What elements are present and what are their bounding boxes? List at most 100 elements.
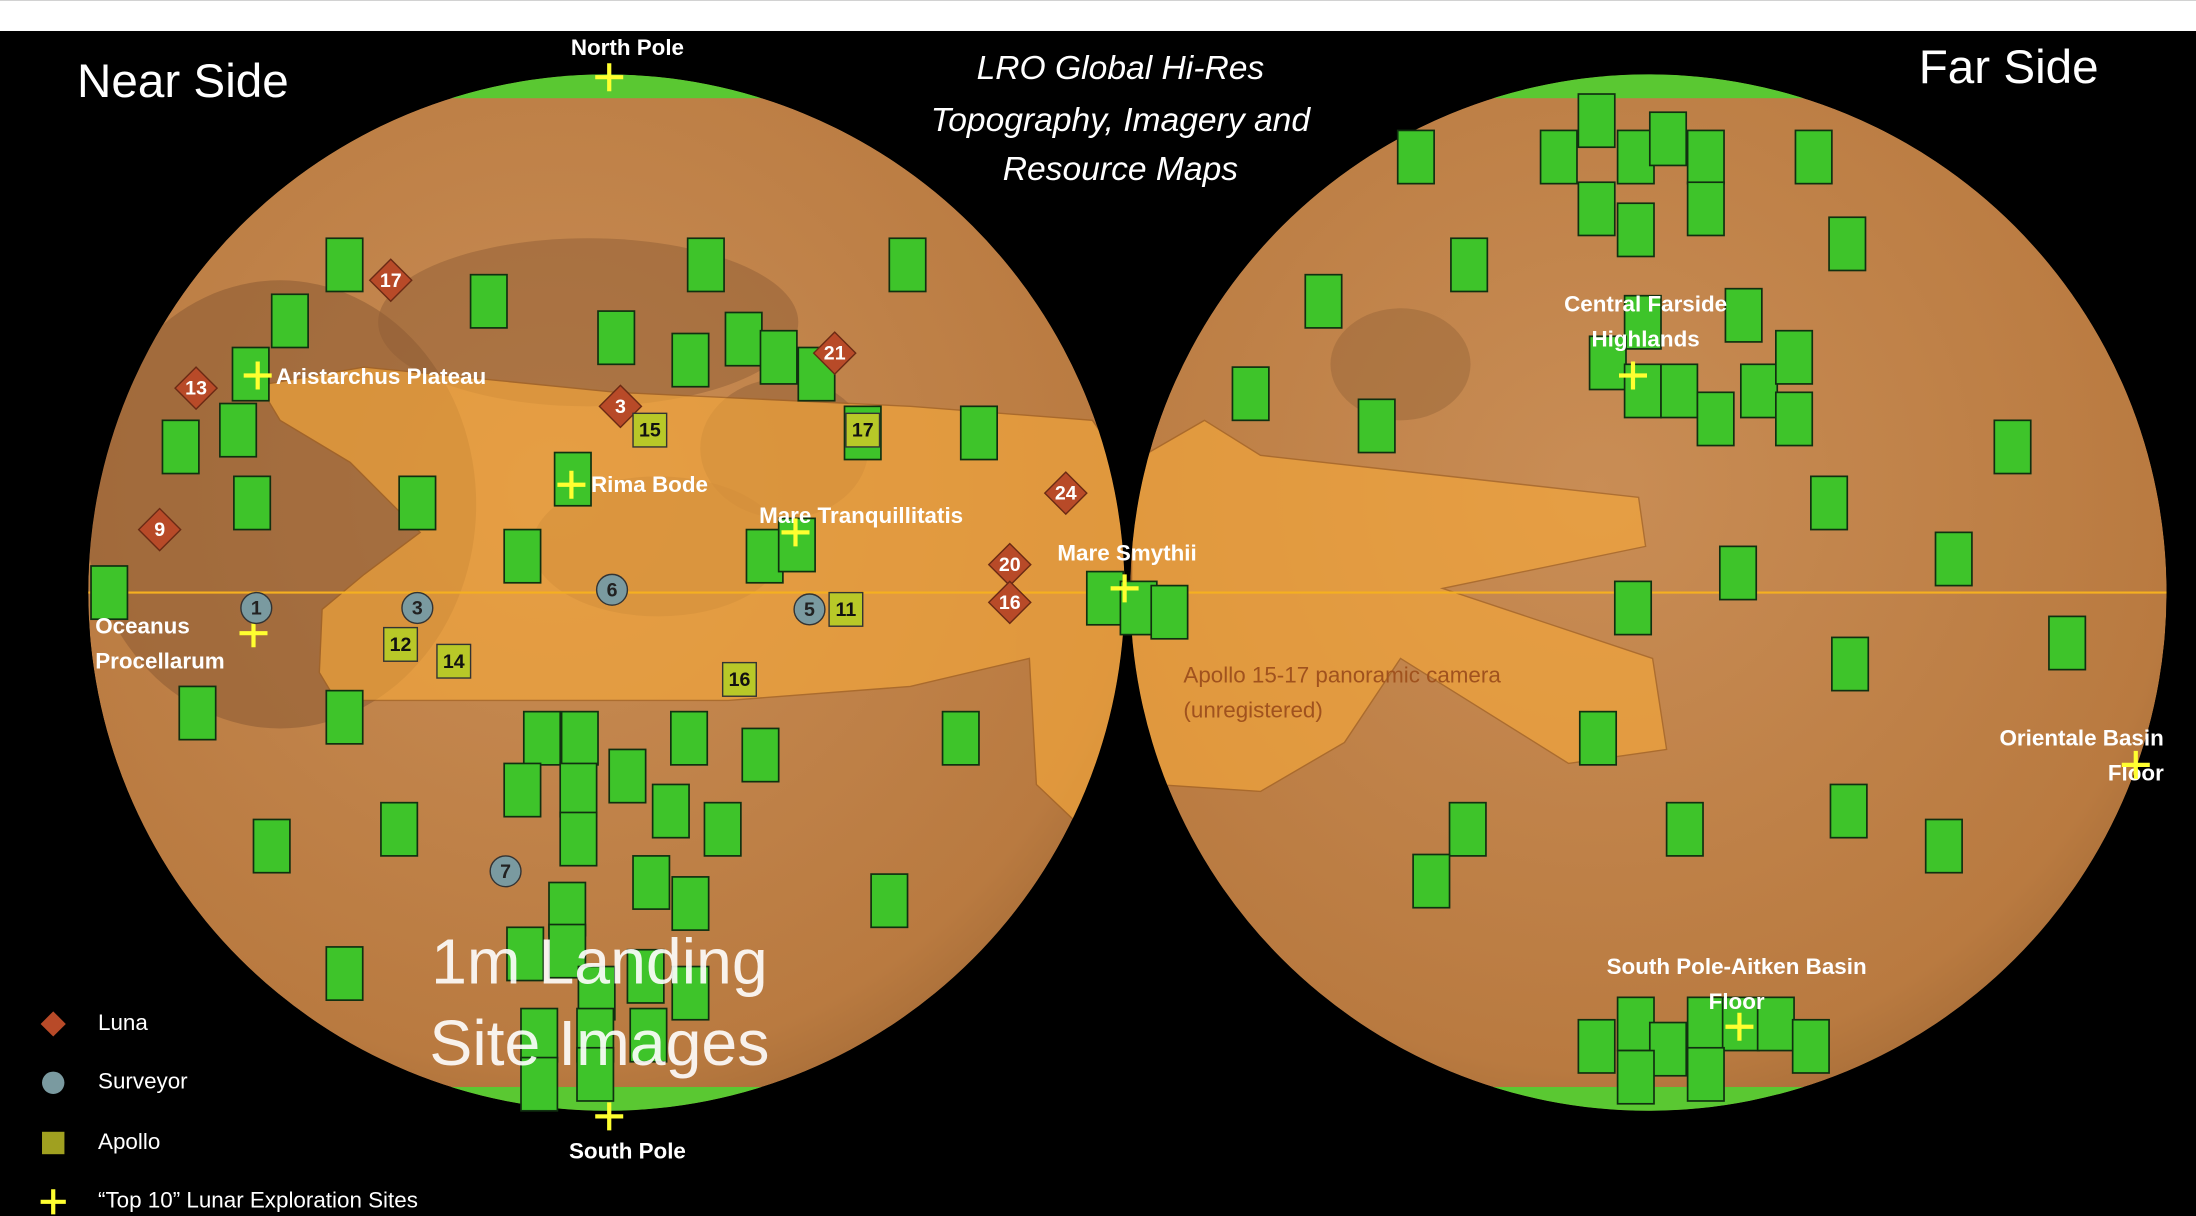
- footprint: [1696, 391, 1735, 447]
- luna-marker: [812, 331, 857, 376]
- footprint: [629, 1007, 668, 1063]
- apollo-marker: [383, 626, 419, 662]
- footprint: [671, 876, 710, 931]
- site-label: Highlands: [1591, 326, 1699, 351]
- legend-surveyor: [42, 1071, 65, 1094]
- footprint: [670, 710, 709, 766]
- apollo-marker: [632, 412, 668, 448]
- site-label: Rima Bode: [591, 472, 708, 497]
- footprint: [703, 801, 742, 857]
- apollo-marker: [436, 643, 472, 679]
- footprint: [178, 685, 217, 741]
- legend-label: “Top 10” Lunar Exploration Sites: [98, 1188, 418, 1213]
- footprint: [741, 727, 780, 783]
- legend-label: Apollo: [98, 1129, 160, 1154]
- footprint: [219, 402, 258, 458]
- footprint: [1357, 398, 1396, 454]
- footprint: [1450, 237, 1489, 293]
- legend-label: Luna: [98, 1010, 148, 1035]
- footprint: [1577, 93, 1616, 149]
- footprint: [398, 475, 437, 531]
- surveyor-number: 6: [607, 579, 618, 601]
- surveyor-marker: [401, 591, 434, 625]
- site-label: Aristarchus Plateau: [276, 364, 486, 389]
- luna-number: 17: [380, 270, 402, 292]
- title-line: Resource Maps: [1003, 151, 1239, 188]
- footprint: [1396, 129, 1435, 185]
- footprint: [1616, 1049, 1655, 1105]
- luna-marker: [368, 258, 413, 303]
- legend-label: Surveyor: [98, 1069, 188, 1094]
- surveyor-number: 5: [804, 599, 815, 621]
- apollo-number: 17: [852, 420, 874, 442]
- footprint: [325, 689, 364, 745]
- footprint: [1412, 853, 1451, 909]
- luna-number: 20: [999, 554, 1021, 576]
- apollo-marker: [721, 661, 757, 697]
- labels: Near Side Far Side LRO Global Hi-Res Topogr…: [40, 35, 2164, 1215]
- footprint: [608, 748, 647, 804]
- far-side-label: Far Side: [1919, 41, 2099, 94]
- luna-number: 21: [824, 343, 846, 365]
- footprint: [1648, 1021, 1688, 1077]
- site-label: Oceanus: [95, 614, 190, 639]
- footprint: [745, 528, 784, 584]
- footprint: [1829, 783, 1868, 839]
- footprint: [1539, 129, 1578, 185]
- luna-number: 16: [999, 592, 1021, 614]
- footprint: [1775, 329, 1814, 385]
- north-pole-label: North Pole: [571, 35, 684, 60]
- footprint: [2048, 615, 2087, 671]
- footprint: [520, 1007, 559, 1063]
- legend-apollo: [42, 1131, 65, 1155]
- top10-cross: [595, 63, 624, 92]
- luna-marker: [987, 580, 1032, 625]
- footprint: [233, 475, 272, 531]
- top10-cross: [1110, 574, 1139, 603]
- footprint: [1934, 531, 1973, 587]
- title-line: LRO Global Hi-Res: [977, 50, 1265, 87]
- surveyor-marker: [793, 593, 826, 626]
- footprint: [1828, 216, 1867, 272]
- apollo-marker: [845, 412, 881, 448]
- footprint: [1660, 363, 1699, 419]
- footprint: [1993, 419, 2032, 475]
- site-label: Procellarum: [95, 649, 224, 674]
- footprint: [1623, 294, 1662, 350]
- footprint: [560, 710, 599, 766]
- footprint: [380, 801, 419, 857]
- surveyor-marker: [240, 591, 273, 625]
- footprint: [1448, 801, 1487, 857]
- footprint: [941, 710, 980, 766]
- footprint: [161, 419, 200, 475]
- footprint: [1150, 584, 1189, 640]
- footprint: [1304, 273, 1343, 329]
- footprint: [1665, 801, 1704, 857]
- footprint: [520, 1056, 559, 1112]
- footprint: [1578, 710, 1618, 766]
- site-label: Mare Tranquillitatis: [759, 503, 963, 528]
- footprint: [724, 311, 763, 367]
- surveyor-number: 7: [500, 861, 511, 883]
- footprint: [1686, 996, 1725, 1052]
- footprint: [1623, 363, 1662, 419]
- footprint: [1739, 363, 1779, 419]
- apollo-number: 15: [639, 420, 661, 442]
- apollo-marker: [828, 591, 864, 627]
- footprint: [90, 565, 129, 621]
- top10-cross: [557, 470, 586, 499]
- footprint: [1588, 335, 1627, 391]
- luna-marker: [1043, 471, 1088, 516]
- site-label: Central Farside: [1564, 291, 1727, 316]
- footprint: [626, 948, 665, 1004]
- footprint: [1613, 580, 1653, 636]
- apollo-number: 16: [729, 669, 751, 691]
- top-strip: [0, 0, 2196, 31]
- landing-title: 1m Landing: [431, 926, 768, 998]
- footprint: [1231, 366, 1270, 422]
- footprint: [252, 818, 291, 874]
- footprint: [1577, 181, 1616, 237]
- footprint: [559, 811, 598, 867]
- legend-top10: [40, 1189, 66, 1215]
- apollo-number: 11: [836, 599, 857, 621]
